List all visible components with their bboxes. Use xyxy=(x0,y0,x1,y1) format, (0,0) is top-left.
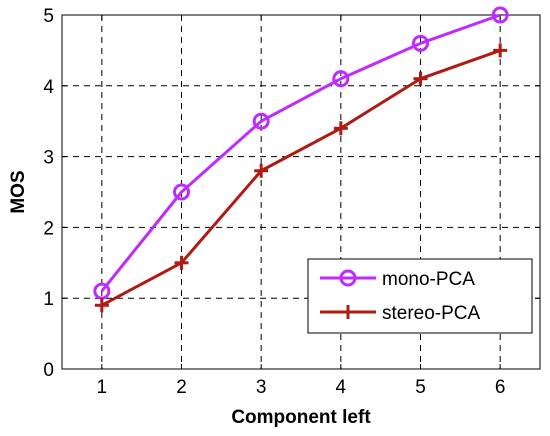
legend-marker-stereo-pca xyxy=(341,305,355,319)
series-layer xyxy=(93,6,509,313)
data-point-stereo-pca xyxy=(94,298,109,313)
series-line-mono-pca xyxy=(100,13,501,293)
y-tick-label: 1 xyxy=(43,289,54,310)
x-tick-label: 5 xyxy=(415,377,426,398)
data-point-mono-pca xyxy=(412,34,429,52)
legend-label-mono-pca: mono-PCA xyxy=(382,269,475,290)
x-tick-label: 2 xyxy=(176,377,187,398)
y-tick-label: 0 xyxy=(43,360,54,381)
legend-label-stereo-pca: stereo-PCA xyxy=(382,303,481,324)
legend-marker-mono-pca xyxy=(339,269,357,287)
data-point-stereo-pca xyxy=(493,43,508,58)
data-point-stereo-pca xyxy=(333,121,348,136)
x-tick-label: 3 xyxy=(256,377,267,398)
y-tick-label: 3 xyxy=(43,148,54,169)
data-point-mono-pca xyxy=(332,70,350,88)
data-point-mono-pca xyxy=(491,6,509,24)
series-stereo-pca xyxy=(94,43,508,313)
x-tick-label: 4 xyxy=(336,377,347,398)
data-point-stereo-pca xyxy=(413,71,428,86)
y-tick-label: 5 xyxy=(43,6,54,27)
data-point-mono-pca xyxy=(173,183,190,201)
y-axis-ticks: 0 1 2 3 4 5 xyxy=(43,6,540,381)
x-axis-label: Component left xyxy=(231,407,371,428)
x-tick-label: 6 xyxy=(495,377,506,398)
data-point-stereo-pca xyxy=(174,255,189,270)
y-tick-label: 4 xyxy=(43,77,54,98)
y-tick-label: 2 xyxy=(43,218,54,239)
series-mono-pca xyxy=(93,6,509,300)
data-point-mono-pca xyxy=(252,112,270,130)
legend: mono-PCA stereo-PCA xyxy=(307,258,533,334)
x-tick-label: 1 xyxy=(97,377,108,398)
data-point-stereo-pca xyxy=(254,163,269,178)
y-axis-label: MOS xyxy=(8,170,29,213)
data-point-mono-pca xyxy=(93,282,111,300)
series-line-stereo-pca xyxy=(101,48,501,307)
